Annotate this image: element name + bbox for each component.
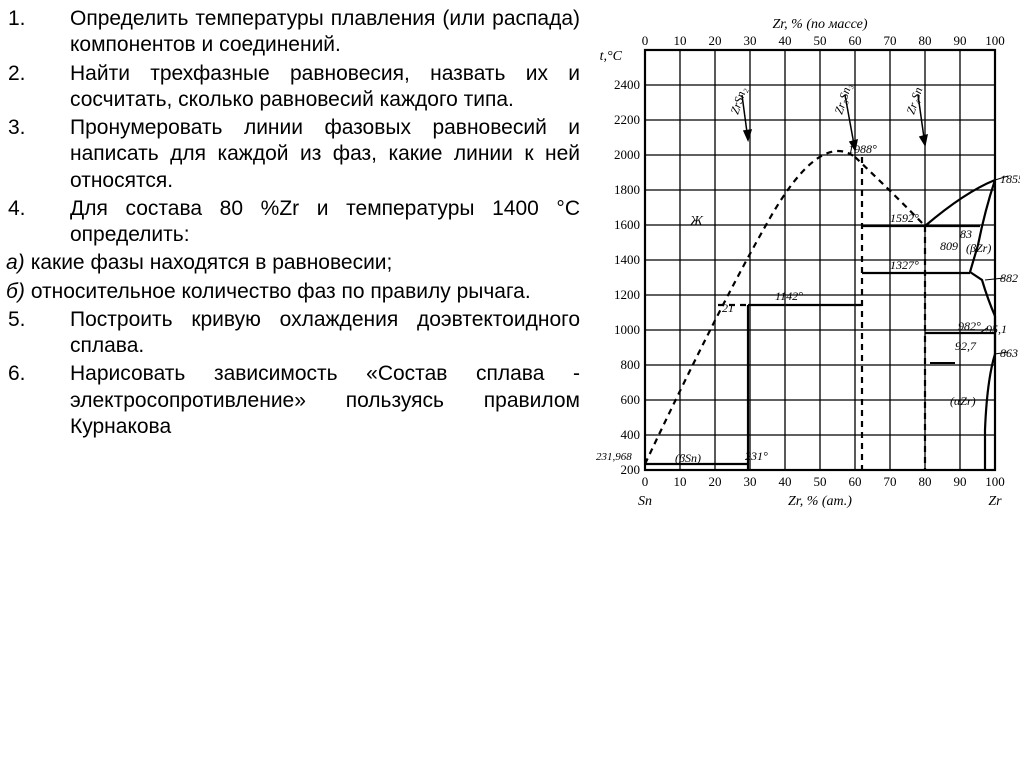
xtick: 0 [642, 474, 649, 489]
temp-label: 1988° [848, 142, 877, 156]
ytick: 600 [621, 392, 641, 407]
phase-label: Ж [689, 214, 704, 229]
ytick: 1200 [614, 287, 640, 302]
xtick: 80 [919, 474, 932, 489]
x-axis-top-label: Zr, % (по массе) [772, 17, 867, 32]
phase-diagram: 0 10 20 30 40 50 60 70 80 90 100 0 10 20… [590, 0, 1024, 767]
ytick: 2400 [614, 77, 640, 92]
task-num: 5. [4, 307, 70, 360]
task-num: 4. [4, 196, 70, 249]
xtick: 30 [744, 33, 757, 48]
y-axis-label: t,°C [600, 49, 623, 64]
temp-label: 92,7 [955, 339, 977, 353]
task-4a: а) какие фазы находятся в равновесии; [4, 250, 580, 276]
xtick: 50 [814, 474, 827, 489]
xtick: 20 [709, 474, 722, 489]
xtick: 40 [779, 474, 792, 489]
task-num: 6. [4, 361, 70, 440]
temp-label: 1855° [1000, 172, 1020, 186]
left-element-label: Sn [638, 494, 652, 509]
temp-label: 1142° [775, 289, 803, 303]
task-text: Найти трехфазные равновесия, назвать их … [70, 61, 580, 114]
task-text: какие фазы находятся в равновесии; [31, 250, 580, 276]
ytick: 400 [621, 427, 641, 442]
task-6: 6. Нарисовать зависимость «Состав сплава… [4, 361, 580, 440]
task-4: 4. Для состава 80 %Zr и температуры 1400… [4, 196, 580, 249]
xtick: 0 [642, 33, 649, 48]
ytick: 2200 [614, 112, 640, 127]
task-1: 1. Определить температуры плавления (или… [4, 6, 580, 59]
xtick: 40 [779, 33, 792, 48]
task-5: 5. Построить кривую охлаждения доэвтекто… [4, 307, 580, 360]
temp-label: 83 [960, 227, 972, 241]
xtick: 100 [985, 33, 1005, 48]
task-3: 3. Пронумеровать линии фазовых равновеси… [4, 115, 580, 194]
xtick: 70 [884, 474, 897, 489]
ytick: 800 [621, 357, 641, 372]
sub-num: а) [6, 250, 31, 276]
task-2: 2. Найти трехфазные равновесия, назвать … [4, 61, 580, 114]
task-text: Пронумеровать линии фазовых равновесий и… [70, 115, 580, 194]
ytick: 2000 [614, 147, 640, 162]
task-text: Определить температуры плавления (или ра… [70, 6, 580, 59]
compound-label: Zr₄Sn [904, 85, 926, 115]
phase-label: (βSn) [675, 451, 701, 465]
compound-label: Zr₅Sn₃ [832, 81, 855, 115]
ytick: 1000 [614, 322, 640, 337]
task-4b: б) относительное количество фаз по прави… [4, 279, 580, 305]
phase-label: (βZr) [966, 241, 991, 255]
temp-label: 982° [958, 319, 981, 333]
xtick: 50 [814, 33, 827, 48]
xtick: 60 [849, 33, 862, 48]
task-text: Построить кривую охлаждения доэвтектоидн… [70, 307, 580, 360]
xtick: 70 [884, 33, 897, 48]
ytick: 1400 [614, 252, 640, 267]
xtick: 10 [674, 33, 687, 48]
temp-label: 1327° [890, 258, 919, 272]
temp-label: 809 [940, 239, 958, 253]
task-list: 1. Определить температуры плавления (или… [0, 0, 590, 767]
xtick: 10 [674, 474, 687, 489]
task-text: Для состава 80 %Zr и температуры 1400 °С… [70, 196, 580, 249]
temp-label: 1592° [890, 211, 919, 225]
xtick: 60 [849, 474, 862, 489]
task-num: 2. [4, 61, 70, 114]
xtick: 30 [744, 474, 757, 489]
compound-label: ZrSn₂ [728, 85, 750, 115]
xtick: 90 [954, 474, 967, 489]
xtick: 80 [919, 33, 932, 48]
xtick: 90 [954, 33, 967, 48]
temp-label: 231,968 [596, 451, 632, 463]
phase-label: (αZr) [950, 394, 976, 408]
xtick: 100 [985, 474, 1005, 489]
right-element-label: Zr [988, 494, 1002, 509]
temp-label: 95,1 [986, 322, 1007, 336]
ytick: 1800 [614, 182, 640, 197]
ytick: 1600 [614, 217, 640, 232]
task-text: относительное количество фаз по правилу … [31, 279, 580, 305]
task-num: 3. [4, 115, 70, 194]
task-text: Нарисовать зависимость «Состав сплава - … [70, 361, 580, 440]
xtick: 20 [709, 33, 722, 48]
sub-num: б) [6, 279, 31, 305]
temp-label: 231° [745, 449, 768, 463]
ytick: 200 [621, 462, 641, 477]
temp-label: 21 [722, 301, 734, 315]
task-num: 1. [4, 6, 70, 59]
x-axis-bottom-label: Zr, % (ат.) [788, 494, 852, 509]
